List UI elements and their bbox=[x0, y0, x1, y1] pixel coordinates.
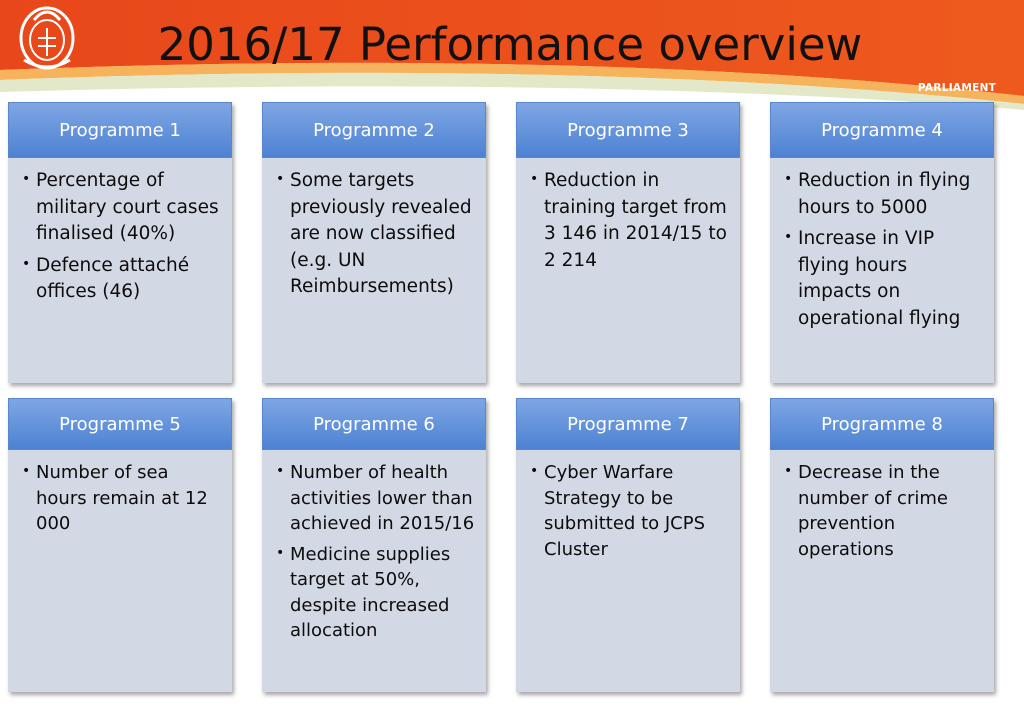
programme-card: Programme 1 • Percentage of military court… bbox=[8, 102, 232, 383]
programme-card-title: Programme 2 bbox=[262, 102, 486, 158]
bullet-dot-icon: • bbox=[276, 171, 285, 187]
programme-card-body: • Number of sea hours remain at 12 000 bbox=[8, 450, 232, 537]
bullet-dot-icon: • bbox=[276, 544, 285, 561]
bullet-text: Reduction in flying hours to 5000 bbox=[798, 170, 971, 218]
bullet-text: Number of sea hours remain at 12 000 bbox=[36, 462, 208, 534]
programme-card: Programme 3 • Reduction in training target… bbox=[516, 102, 740, 383]
bullet-dot-icon: • bbox=[784, 229, 793, 245]
logo-text: PARLIAMENT bbox=[917, 82, 997, 94]
bullet-text: Cyber Warfare Strategy to be submitted t… bbox=[544, 462, 706, 560]
programme-card-body: • Some targets previously revealed are no… bbox=[262, 158, 486, 301]
bullet-text: Decrease in the number of crime preventi… bbox=[798, 462, 948, 560]
bullet-dot-icon: • bbox=[530, 171, 539, 187]
programme-card-body: • Percentage of military court cases fina… bbox=[8, 158, 232, 306]
bullet-item: • Number of sea hours remain at 12 000 bbox=[22, 460, 222, 537]
bullet-text: Some targets previously revealed are now… bbox=[290, 170, 472, 297]
programme-card-title: Programme 1 bbox=[8, 102, 232, 158]
bullet-text: Reduction in training target from 3 146 … bbox=[544, 170, 727, 271]
bullet-dot-icon: • bbox=[22, 255, 31, 272]
programme-card-body: • Reduction in flying hours to 5000 • Incre… bbox=[770, 158, 994, 332]
bullet-item: • Cyber Warfare Strategy to be submitted … bbox=[530, 460, 730, 562]
bullet-dot-icon: • bbox=[530, 463, 539, 479]
bullet-dot-icon: • bbox=[784, 463, 793, 479]
bullet-item: • Defence attaché offices (46) bbox=[22, 253, 222, 306]
bullet-text: Defence attaché offices (46) bbox=[36, 254, 190, 303]
bullet-text: Number of health activities lower than a… bbox=[290, 462, 475, 534]
programme-card: Programme 5 • Number of sea hours remain a… bbox=[8, 398, 232, 692]
bullet-dot-icon: • bbox=[22, 463, 31, 479]
programme-card: Programme 8 • Decrease in the number of cr… bbox=[770, 398, 994, 692]
bullet-item: • Percentage of military court cases fina… bbox=[22, 168, 222, 248]
bullet-item: • Reduction in training target from 3 146… bbox=[530, 168, 730, 274]
bullet-item: • Number of health activities lower than … bbox=[276, 460, 476, 537]
banner-graphic bbox=[0, 0, 1024, 110]
bullet-dot-icon: • bbox=[784, 171, 793, 187]
programme-card-body: • Cyber Warfare Strategy to be submitted … bbox=[516, 450, 740, 562]
bullet-item: • Reduction in flying hours to 5000 bbox=[784, 168, 984, 221]
programme-card-title: Programme 8 bbox=[770, 398, 994, 450]
bullet-item: • Medicine supplies target at 50%, despit… bbox=[276, 542, 476, 644]
programme-card-body: • Reduction in training target from 3 146… bbox=[516, 158, 740, 274]
programme-card-title: Programme 3 bbox=[516, 102, 740, 158]
parliament-crest-icon bbox=[19, 6, 75, 70]
bullet-text: Medicine supplies target at 50%, despite… bbox=[290, 543, 451, 642]
bullet-text: Increase in VIP flying hours impacts on … bbox=[798, 228, 961, 329]
bullet-item: • Increase in VIP flying hours impacts on… bbox=[784, 226, 984, 332]
programme-card-body: • Decrease in the number of crime prevent… bbox=[770, 450, 994, 562]
programme-card: Programme 7 • Cyber Warfare Strategy to be… bbox=[516, 398, 740, 692]
header-banner: 2016/17 Performance overview PARLIAMENT bbox=[0, 0, 1024, 110]
programme-card-title: Programme 7 bbox=[516, 398, 740, 450]
programme-card-title: Programme 5 bbox=[8, 398, 232, 450]
programme-card: Programme 4 • Reduction in flying hours to… bbox=[770, 102, 994, 383]
bullet-item: • Decrease in the number of crime prevent… bbox=[784, 460, 984, 562]
programme-card-title: Programme 4 bbox=[770, 102, 994, 158]
bullet-dot-icon: • bbox=[22, 171, 31, 187]
programme-card: Programme 2 • Some targets previously reve… bbox=[262, 102, 486, 383]
bullet-text: Percentage of military court cases final… bbox=[36, 170, 219, 244]
programme-card-body: • Number of health activities lower than … bbox=[262, 450, 486, 644]
programme-card: Programme 6 • Number of health activities … bbox=[262, 398, 486, 692]
bullet-dot-icon: • bbox=[276, 463, 285, 479]
bullet-item: • Some targets previously revealed are no… bbox=[276, 168, 476, 301]
page-title: 2016/17 Performance overview bbox=[157, 18, 863, 71]
programme-card-title: Programme 6 bbox=[262, 398, 486, 450]
